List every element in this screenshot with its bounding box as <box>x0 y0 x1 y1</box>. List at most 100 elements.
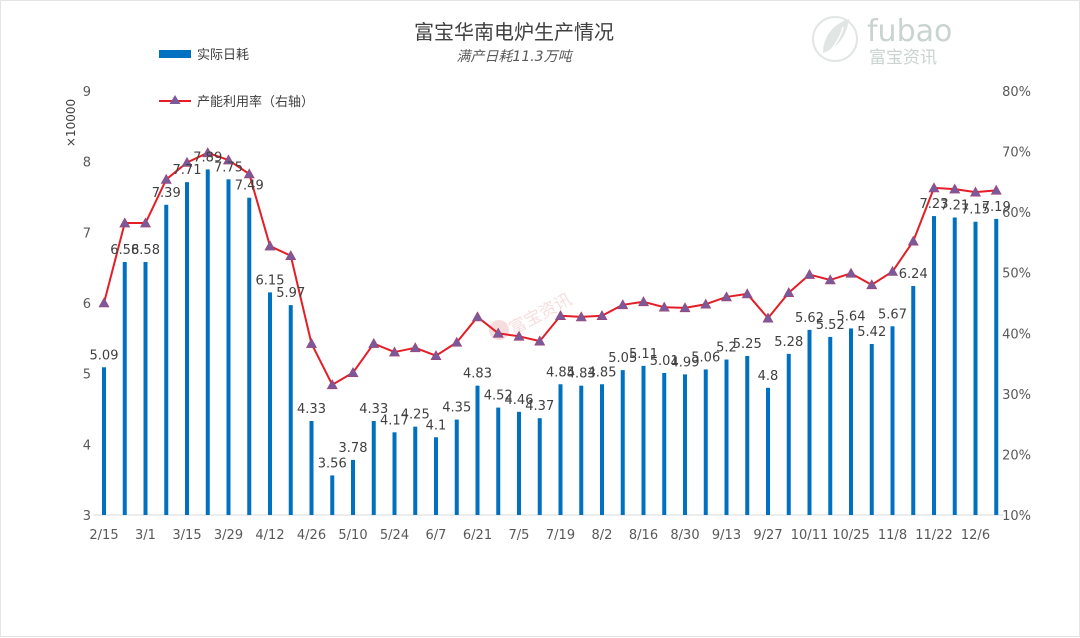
bar-data-label: 6.58 <box>110 243 139 258</box>
line-point <box>886 265 899 276</box>
y-unit-label: ×10000 <box>64 99 78 147</box>
bar <box>662 372 667 515</box>
bar <box>309 421 314 515</box>
bar-data-label: 5.01 <box>650 354 679 369</box>
line-point <box>181 156 193 167</box>
y-left-tick-label: 6 <box>83 297 91 312</box>
bar-data-label: 7.15 <box>961 203 990 218</box>
bar-data-label: 7.89 <box>193 150 222 165</box>
line-point <box>471 311 484 322</box>
line-point <box>202 147 214 158</box>
bar-data-label: 3.78 <box>339 441 368 456</box>
line-point <box>430 350 442 360</box>
line-point <box>368 337 380 348</box>
bar-data-label: 7.23 <box>920 197 949 212</box>
bar-data-label: 5.09 <box>90 348 119 363</box>
bar-data-label: 7.75 <box>214 160 243 175</box>
bar-data-label: 4.35 <box>442 401 471 416</box>
line-point <box>119 217 131 228</box>
bar-data-label: 4.1 <box>426 418 447 433</box>
line-point <box>160 173 172 184</box>
watermark-brand-cn: 富宝资讯 <box>869 48 937 68</box>
bar <box>620 370 625 515</box>
line-point <box>637 296 650 307</box>
bar-data-label: 5.28 <box>774 335 803 350</box>
line-point <box>762 312 774 323</box>
x-tick-label: 3/15 <box>172 528 201 543</box>
bar <box>828 336 833 515</box>
bar-data-label: 4.25 <box>401 408 430 423</box>
line-group <box>98 147 1002 390</box>
line-point <box>222 154 235 165</box>
bar <box>952 217 957 515</box>
y-left-tick-label: 9 <box>83 85 91 100</box>
line-point <box>575 311 587 322</box>
bar-data-label: 4.83 <box>463 367 492 382</box>
bar <box>724 359 729 515</box>
line-point <box>326 379 338 390</box>
x-tick-label: 11/22 <box>915 528 952 543</box>
bar <box>890 326 895 515</box>
line-point <box>243 168 255 179</box>
bar <box>454 419 459 515</box>
bar-data-label: 5.25 <box>733 337 762 352</box>
x-tick-label: 4/26 <box>297 528 326 543</box>
y-right-tick-label: 10% <box>1002 509 1031 524</box>
bar <box>143 262 148 515</box>
bar-data-label: 6.58 <box>131 243 160 258</box>
bar <box>496 407 501 515</box>
x-ticks: 2/15 3/1 3/15 3/29 4/12 4/26 5/10 5/24 6/7 6/21 7/… <box>89 528 990 543</box>
bar <box>371 421 376 515</box>
x-tick-label: 10/25 <box>832 528 869 543</box>
line-point <box>658 301 670 312</box>
legend: 实际日耗 产能利用率（右轴） <box>159 48 314 110</box>
bar-data-label: 7.19 <box>982 200 1011 215</box>
line-point <box>492 327 504 338</box>
line-point <box>824 274 836 285</box>
bar-data-label: 5.05 <box>608 351 637 366</box>
bar-data-label: 4.17 <box>380 413 409 428</box>
line-point <box>98 297 110 308</box>
line-point <box>513 330 525 341</box>
bar-data-label: 5.97 <box>276 286 305 301</box>
y-left-tick-label: 7 <box>83 226 91 241</box>
bar-data-label: 4.52 <box>484 389 513 404</box>
legend-line-marker-icon <box>169 95 181 104</box>
chart-title: 富宝华南电炉生产情况 <box>414 20 614 44</box>
y-right-tick-label: 70% <box>1002 146 1031 161</box>
bar <box>807 329 812 515</box>
bar-data-label: 5.42 <box>857 325 886 340</box>
x-tick-label: 12/6 <box>961 528 990 543</box>
bar-data-label: 6.24 <box>899 267 928 282</box>
watermark-brand: fubao <box>867 14 952 49</box>
x-tick-label: 10/11 <box>791 528 828 543</box>
bar <box>558 384 563 515</box>
bar <box>641 365 646 515</box>
bar <box>185 182 189 515</box>
x-tick-label: 3/29 <box>214 528 243 543</box>
bar-data-label: 6.15 <box>256 273 285 288</box>
x-tick-label: 11/8 <box>878 528 907 543</box>
chart-subtitle: 满产日耗11.3万吨 <box>456 49 573 65</box>
bar <box>247 197 252 515</box>
y-right-tick-label: 60% <box>1002 206 1031 221</box>
line-point <box>741 288 753 299</box>
line-point <box>990 184 1002 195</box>
bar <box>973 221 978 515</box>
line-point <box>617 299 629 310</box>
bar <box>205 169 210 515</box>
line-point <box>409 342 421 353</box>
x-tick-label: 7/5 <box>509 528 530 543</box>
y-right-tick-label: 30% <box>1002 388 1031 403</box>
bar-data-label: 5.52 <box>816 318 845 333</box>
bar <box>392 432 397 515</box>
bar-data-label: 3.56 <box>318 456 347 471</box>
bar-data-label: 5.62 <box>795 311 824 326</box>
y-right-tick-label: 80% <box>1002 85 1031 100</box>
y-left-ticks: 3 4 5 6 7 8 9 <box>83 85 91 524</box>
bar-data-label: 5.64 <box>837 309 866 324</box>
bar <box>766 387 770 515</box>
line-point <box>720 291 733 302</box>
line-point <box>596 310 608 321</box>
